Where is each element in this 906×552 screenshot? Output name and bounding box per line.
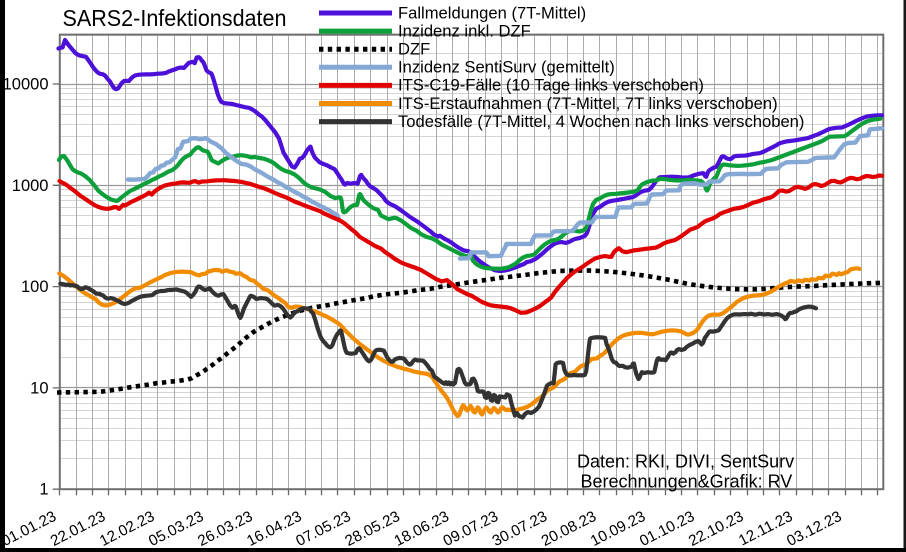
svg-text:10000: 10000 [3,76,49,94]
svg-text:DZF: DZF [398,40,430,59]
svg-text:Berechnungen&Grafik: RV: Berechnungen&Grafik: RV [581,472,793,492]
svg-text:SARS2-Infektionsdaten: SARS2-Infektionsdaten [63,5,287,31]
svg-text:1000: 1000 [12,177,49,195]
svg-text:1: 1 [39,481,48,499]
svg-text:100: 100 [21,278,49,296]
svg-text:ITS-C19-Fälle (10 Tage links v: ITS-C19-Fälle (10 Tage links verschoben) [398,76,704,95]
svg-text:Fallmeldungen (7T-Mittel): Fallmeldungen (7T-Mittel) [398,3,586,22]
svg-text:Inzidenz inkl. DZF: Inzidenz inkl. DZF [398,21,531,40]
svg-text:Daten: RKI, DIVI, SentSurv: Daten: RKI, DIVI, SentSurv [577,451,794,471]
svg-text:Inzidenz SentiSurv (gemittelt): Inzidenz SentiSurv (gemittelt) [398,58,615,77]
svg-text:Todesfälle (7T-Mittel, 4 Woche: Todesfälle (7T-Mittel, 4 Wochen nach lin… [398,112,804,131]
svg-text:10: 10 [30,379,48,397]
svg-text:ITS-Erstaufnahmen (7T-Mittel,: ITS-Erstaufnahmen (7T-Mittel, 7T links v… [398,94,778,113]
